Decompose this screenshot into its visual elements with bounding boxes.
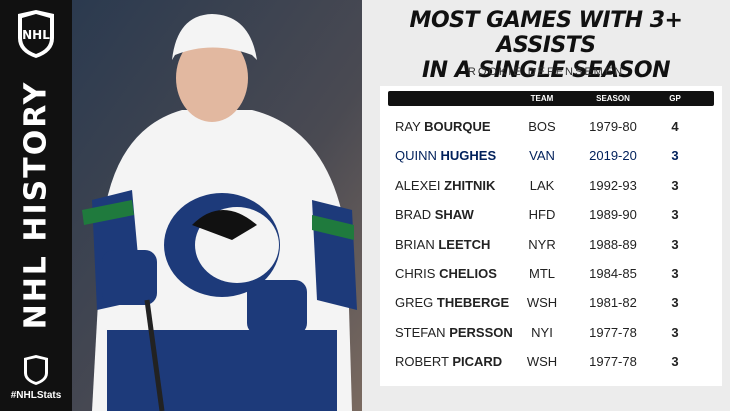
first-name: CHRIS — [395, 266, 436, 281]
table-row: RAY BOURQUE BOS 1979-80 4 — [380, 112, 722, 141]
team: LAK — [529, 177, 555, 193]
player-name: GREG THEBERGE — [395, 288, 509, 317]
title-line: MOST GAMES WITH 3+ ASSISTS — [409, 8, 683, 58]
nhl-logo: NHL — [18, 10, 54, 58]
games-played: 3 — [671, 236, 679, 252]
games-played: 4 — [671, 119, 679, 134]
first-name: BRIAN — [395, 236, 435, 252]
table-row: STEFAN PERSSON NYI 1977-78 3 — [380, 318, 722, 347]
season: 1984-85 — [589, 266, 637, 281]
games-played: 3 — [671, 354, 679, 370]
player-name: CHRIS CHELIOS — [395, 259, 497, 288]
player-name: STEFAN PERSSON — [395, 318, 513, 347]
season: 1981-82 — [589, 295, 637, 311]
season: 1992-93 — [589, 177, 637, 193]
games-played: 3 — [671, 207, 679, 223]
team: NYR — [528, 236, 556, 252]
player-name: QUINN HUGHES — [395, 141, 496, 170]
last-name: ZHITNIK — [444, 177, 496, 193]
team: WSH — [526, 295, 558, 311]
season: 1977-78 — [589, 324, 637, 340]
table-row: GREG THEBERGE WSH 1981-82 3 — [380, 288, 722, 317]
table-row: CHRIS CHELIOS MTL 1984-85 3 — [380, 259, 722, 288]
team: BOS — [528, 119, 556, 134]
column-header: TEAM — [530, 94, 554, 103]
title-line: IN A SINGLE SEASON — [421, 58, 671, 83]
season: 1979-80 — [589, 119, 637, 134]
games-played: 3 — [671, 177, 679, 193]
table-row: ALEXEI ZHITNIK LAK 1992-93 3 — [380, 171, 722, 200]
season: 1989-90 — [589, 207, 637, 223]
first-name: STEFAN — [395, 324, 446, 340]
table-row: BRIAN LEETCH NYR 1988-89 3 — [380, 230, 722, 259]
table-row: BRAD SHAW HFD 1989-90 3 — [380, 200, 722, 229]
last-name: SHAW — [434, 207, 474, 223]
first-name: GREG — [395, 295, 434, 311]
season: 1977-78 — [589, 354, 637, 370]
first-name: BRAD — [395, 207, 432, 223]
last-name: CHELIOS — [439, 266, 497, 281]
first-name: QUINN — [395, 148, 437, 164]
last-name: BOURQUE — [424, 119, 491, 134]
player-name: ROBERT PICARD — [395, 347, 502, 376]
hashtag: #NHLStats — [10, 390, 62, 401]
last-name: PICARD — [452, 354, 503, 370]
table-row: QUINN HUGHES VAN 2019-20 3 — [380, 141, 722, 170]
table: TEAM SEASON GP RAY BOURQUE BOS 1979-80 4 QUINN… — [380, 86, 722, 386]
team: HFD — [528, 207, 556, 223]
team: WSH — [526, 354, 558, 370]
games-played: 3 — [671, 295, 679, 311]
column-header: GP — [669, 94, 681, 103]
player-photo — [72, 0, 362, 411]
team: NYI — [531, 324, 553, 340]
season: 2019-20 — [589, 148, 637, 164]
logo-text: NHL — [22, 28, 50, 42]
season: 1988-89 — [589, 236, 637, 252]
last-name: LEETCH — [438, 236, 491, 252]
player-name: BRIAN LEETCH — [395, 230, 490, 259]
first-name: ALEXEI — [395, 177, 441, 193]
last-name: THEBERGE — [436, 295, 510, 311]
player-name: ALEXEI ZHITNIK — [395, 171, 495, 200]
nhl-logo-small — [24, 355, 48, 385]
games-played: 3 — [671, 266, 679, 281]
team: MTL — [529, 266, 555, 281]
last-name: PERSSON — [449, 324, 513, 340]
team: VAN — [529, 148, 555, 164]
column-header: SEASON — [596, 94, 630, 103]
player-name: BRAD SHAW — [395, 200, 474, 229]
sidebar-heading: NHL HISTORY — [18, 80, 54, 330]
games-played: 3 — [671, 148, 679, 164]
table-row: ROBERT PICARD WSH 1977-78 3 — [380, 347, 722, 376]
sidebar: NHL NHL HISTORY #NHLStats — [0, 0, 72, 411]
subtitle: ROOKIE DEFENSEMEN — [467, 66, 625, 78]
first-name: RAY — [395, 119, 421, 134]
player-name: RAY BOURQUE — [395, 112, 491, 141]
last-name: HUGHES — [440, 148, 497, 164]
table-header: TEAM SEASON GP — [388, 91, 714, 106]
games-played: 3 — [671, 324, 679, 340]
first-name: ROBERT — [395, 354, 449, 370]
title: MOST GAMES WITH 3+ ASSISTS IN A SINGLE S… — [362, 8, 730, 83]
